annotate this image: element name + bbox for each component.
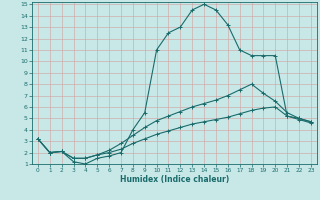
X-axis label: Humidex (Indice chaleur): Humidex (Indice chaleur) (120, 175, 229, 184)
